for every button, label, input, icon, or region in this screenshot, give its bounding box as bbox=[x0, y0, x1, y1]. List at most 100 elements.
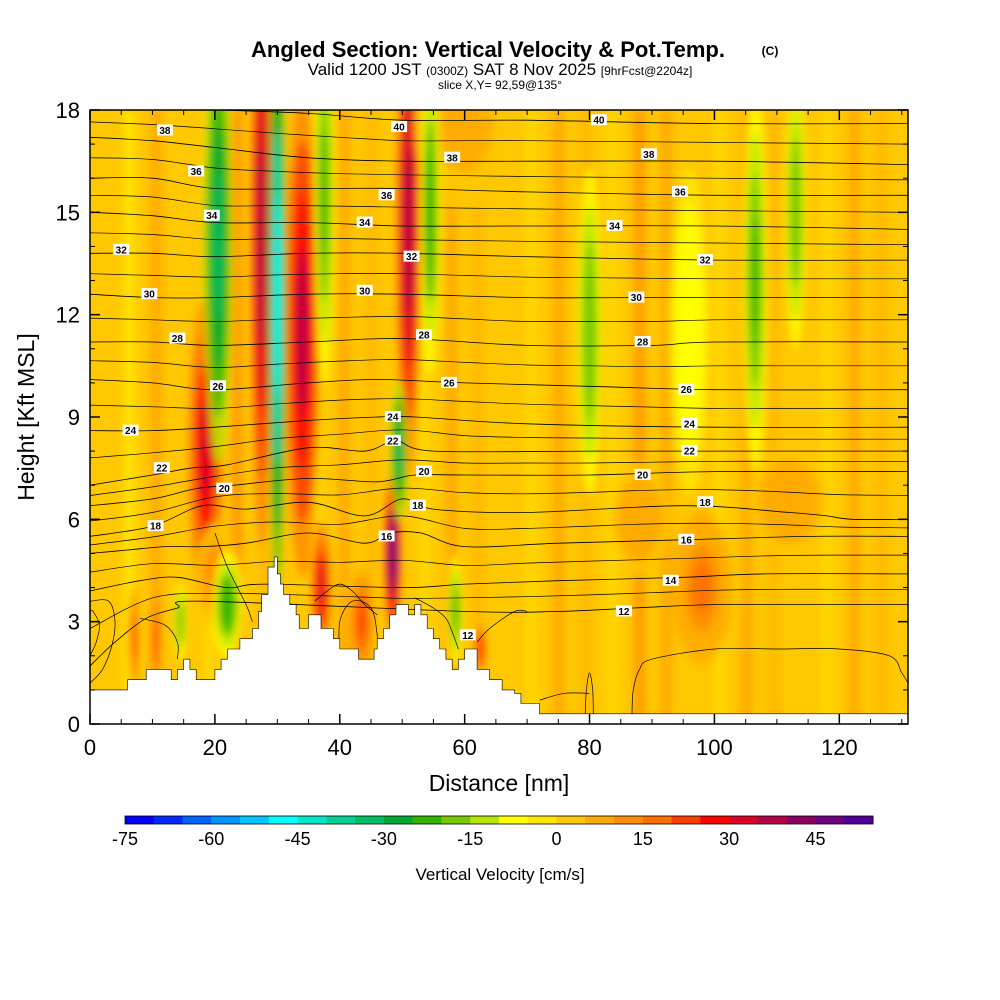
colorbar-swatch bbox=[182, 816, 212, 824]
contour-label-bg bbox=[681, 417, 698, 429]
colorbar-swatch bbox=[556, 816, 586, 824]
isentrope-12 bbox=[90, 600, 908, 667]
isentrope-minor bbox=[90, 315, 908, 323]
contour-label-text: 20 bbox=[419, 467, 431, 478]
downdraft-cell bbox=[792, 165, 800, 260]
isentrope-minor bbox=[90, 232, 908, 246]
contour-label: 18 bbox=[697, 496, 714, 509]
updraft-cell bbox=[357, 602, 366, 641]
colorbar-tick-label: 0 bbox=[552, 829, 562, 849]
contour-label-text: 36 bbox=[191, 167, 203, 178]
contour-label-bg bbox=[416, 465, 433, 477]
colorbar-swatch bbox=[527, 816, 558, 824]
contour-label-bg bbox=[615, 605, 632, 617]
contour-label: 28 bbox=[169, 332, 186, 345]
contour-label: 18 bbox=[147, 520, 164, 533]
velocity-stripe bbox=[767, 110, 780, 724]
contour-label: 36 bbox=[378, 189, 395, 202]
contour-label-text: 18 bbox=[699, 498, 711, 509]
updraft-cell bbox=[478, 639, 483, 659]
colorbar-swatch bbox=[355, 816, 385, 824]
contour-label: 20 bbox=[416, 465, 433, 478]
downdraft-cell bbox=[396, 426, 402, 476]
colorbar-swatch bbox=[700, 816, 730, 824]
contour-label-text: 26 bbox=[681, 385, 693, 396]
chart-title: Angled Section: Vertical Velocity & Pot.… bbox=[251, 37, 725, 62]
chart-subtitle: Valid 1200 JST (0300Z) SAT 8 Nov 2025 [9… bbox=[308, 60, 693, 79]
colorbar-swatch bbox=[326, 816, 356, 824]
contour-label-text: 26 bbox=[212, 382, 224, 393]
contour-label: 22 bbox=[153, 462, 170, 475]
updraft-cell bbox=[775, 483, 804, 522]
velocity-stripe bbox=[821, 110, 834, 724]
contour-label: 28 bbox=[634, 335, 651, 348]
y-tick-label: 6 bbox=[68, 507, 80, 532]
contour-label: 34 bbox=[203, 209, 220, 222]
contour-label-bg bbox=[678, 533, 695, 545]
contour-label-text: 36 bbox=[675, 187, 687, 198]
contour-label: 36 bbox=[188, 165, 205, 178]
contour-label-text: 12 bbox=[618, 607, 630, 618]
contour-label-text: 34 bbox=[206, 211, 218, 222]
contour-label: 26 bbox=[210, 380, 227, 393]
contour-label: 40 bbox=[590, 114, 607, 127]
contour-label-text: 16 bbox=[681, 535, 693, 546]
colorbar-swatch bbox=[614, 816, 644, 824]
isentrope-minor bbox=[90, 487, 908, 522]
contour-label-bg bbox=[153, 462, 170, 474]
y-tick-label: 15 bbox=[56, 200, 80, 225]
colorbar-swatch bbox=[125, 816, 155, 824]
isentrope-18 bbox=[90, 498, 908, 537]
isentrope-34 bbox=[90, 211, 908, 230]
isentrope-minor bbox=[90, 194, 908, 213]
terrain bbox=[90, 556, 908, 724]
contour-label: 22 bbox=[681, 445, 698, 458]
contour-label-text: 28 bbox=[637, 337, 649, 348]
x-tick-label: 80 bbox=[577, 735, 601, 760]
colorbar-swatch bbox=[671, 816, 701, 824]
isentrope-20 bbox=[90, 470, 908, 507]
isentrope-fragment bbox=[139, 617, 179, 660]
contour-label: 38 bbox=[156, 124, 173, 137]
colorbar-tick-label: 30 bbox=[719, 829, 739, 849]
updraft-cell bbox=[317, 565, 325, 611]
velocity-stripe bbox=[123, 110, 136, 724]
isentrope-minor bbox=[90, 398, 908, 409]
velocity-stripe bbox=[848, 110, 861, 724]
contour-label-bg bbox=[122, 424, 139, 436]
isentrope-minor bbox=[90, 157, 908, 181]
contour-label-bg bbox=[113, 243, 130, 255]
isentrope-fragment bbox=[414, 597, 459, 650]
isentrope-fragment bbox=[214, 532, 253, 622]
contour-label-text: 22 bbox=[156, 464, 168, 475]
velocity-stripe bbox=[660, 110, 673, 724]
contour-label-bg bbox=[356, 216, 373, 228]
contour-label-bg bbox=[378, 530, 395, 542]
x-tick-label: 0 bbox=[84, 735, 96, 760]
contour-label-bg bbox=[141, 288, 158, 300]
colorbar-tick-label: -30 bbox=[371, 829, 397, 849]
contour-label: 24 bbox=[384, 411, 401, 424]
velocity-stripe bbox=[552, 110, 565, 724]
x-tick-label: 40 bbox=[328, 735, 352, 760]
isentrope-32 bbox=[90, 252, 908, 261]
isentrope-minor bbox=[90, 588, 908, 629]
downdraft-cell bbox=[274, 194, 281, 401]
downdraft-cell bbox=[750, 214, 760, 347]
contour-label-text: 16 bbox=[381, 532, 393, 543]
contour-label-bg bbox=[188, 165, 205, 177]
isentrope-26 bbox=[90, 379, 908, 391]
isentrope-fragment bbox=[338, 600, 379, 660]
contour-label: 38 bbox=[444, 151, 461, 164]
y-tick-label: 18 bbox=[56, 98, 80, 123]
contour-labels: 38 36 34 32 30 28 26 24 22 20 18 40 38 36 34 32 30 28 26 24… bbox=[113, 114, 714, 642]
contour-label-bg bbox=[156, 124, 173, 136]
colorbar-labels: -75 -60 -45 -30 -15 0 15 30 45 bbox=[112, 829, 825, 849]
contour-label-text: 22 bbox=[684, 447, 696, 458]
colorbar-swatch bbox=[383, 816, 414, 824]
contour-label-text: 26 bbox=[443, 378, 455, 389]
colorbar bbox=[124, 815, 874, 825]
isentrope-minor bbox=[90, 429, 908, 459]
contour-label-text: 24 bbox=[125, 426, 137, 437]
contour-label: 24 bbox=[681, 417, 698, 430]
